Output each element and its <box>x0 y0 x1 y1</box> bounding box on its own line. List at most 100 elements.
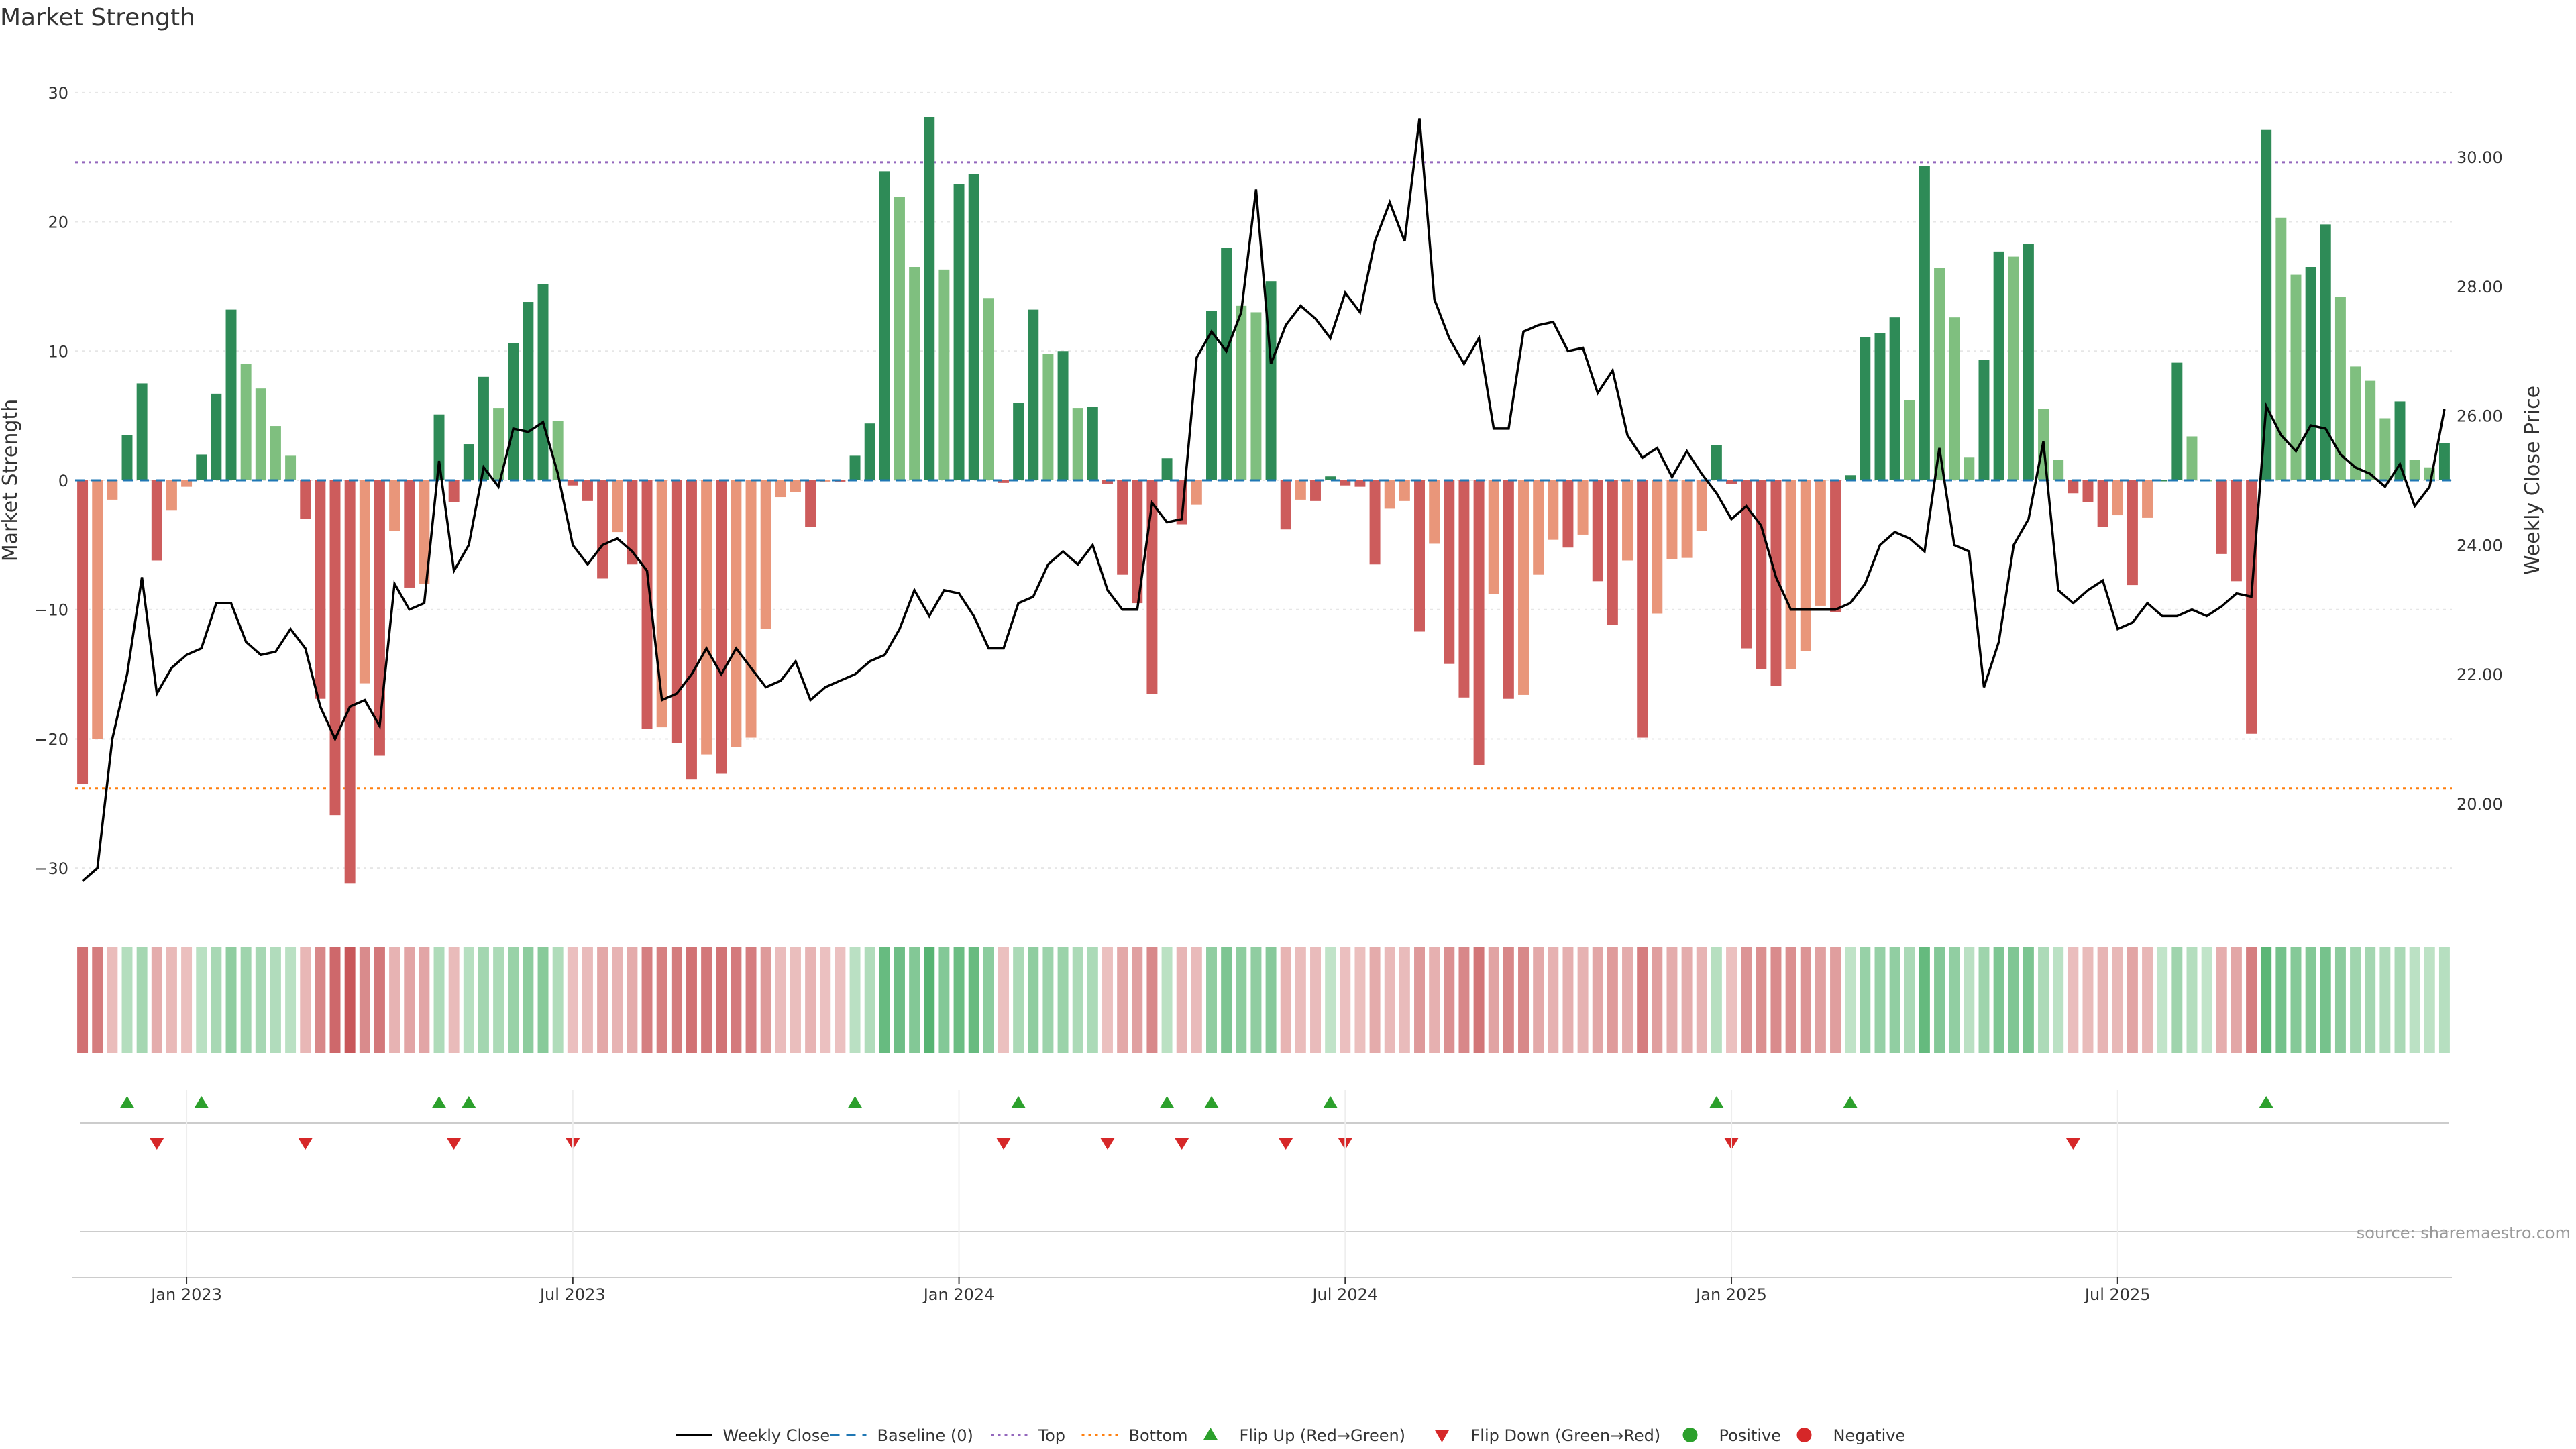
strength-bar <box>493 408 504 480</box>
heat-cell <box>1191 947 1202 1053</box>
strength-bar <box>2394 401 2406 480</box>
strength-bar <box>2157 480 2168 482</box>
strength-bar <box>1414 480 1425 632</box>
heat-cell <box>315 947 326 1053</box>
heat-cell <box>1354 947 1366 1053</box>
heat-cell <box>1800 947 1811 1053</box>
strength-bar <box>1161 458 1173 480</box>
strength-bar <box>1696 480 1707 531</box>
strength-bar <box>1117 480 1128 575</box>
heat-cell <box>597 947 608 1053</box>
y2-tick-label: 24.00 <box>2457 536 2503 555</box>
strength-bar <box>1057 351 1069 480</box>
heat-cell <box>225 947 237 1053</box>
heat-cell <box>686 947 697 1053</box>
strength-bar <box>1325 476 1336 480</box>
flip-up-marker <box>1709 1096 1724 1108</box>
strength-bar <box>389 480 400 531</box>
heat-cell <box>879 947 890 1053</box>
strength-bar <box>1993 251 2004 480</box>
heat-cell <box>627 947 638 1053</box>
legend-swatch-triangle-up <box>1203 1428 1218 1440</box>
heat-cell <box>404 947 415 1053</box>
heat-cell <box>2365 947 2376 1053</box>
heat-cell <box>2068 947 2079 1053</box>
legend-label: Bottom <box>1129 1426 1188 1445</box>
strength-bar <box>107 480 118 500</box>
heat-cell <box>2142 947 2153 1053</box>
strength-bar <box>1384 480 1395 509</box>
strength-bar <box>805 480 816 527</box>
heat-cell <box>419 947 430 1053</box>
heat-cell <box>2082 947 2094 1053</box>
heat-cell <box>745 947 757 1053</box>
strength-bar <box>211 393 222 480</box>
heat-cell <box>790 947 801 1053</box>
flip-up-marker <box>1159 1096 1175 1108</box>
x-axis-ticks: Jan 2023 Jul 2023 Jan 2024 Jul 2024 Jan 2025… <box>150 1090 2151 1304</box>
strength-heat-strip <box>77 947 2450 1053</box>
heat-cell <box>1756 947 1767 1053</box>
strength-bar <box>1756 480 1767 669</box>
strength-bar <box>1964 457 1975 480</box>
strength-bar <box>1250 312 1262 480</box>
strength-bar <box>1533 480 1544 575</box>
strength-bar <box>953 184 965 480</box>
legend-label: Positive <box>1719 1426 1782 1445</box>
strength-bar <box>2379 418 2391 480</box>
heat-cell <box>835 947 846 1053</box>
heat-cell <box>300 947 311 1053</box>
legend-item: Bottom <box>1081 1426 1188 1445</box>
strength-bar <box>671 480 682 743</box>
heat-cell <box>716 947 727 1053</box>
strength-bar <box>2008 256 2019 480</box>
strength-bar <box>612 480 623 533</box>
strength-bar <box>864 423 875 480</box>
heat-cell <box>1815 947 1826 1053</box>
x-tick-label: Jul 2023 <box>539 1285 606 1304</box>
legend-item: Top <box>991 1426 1065 1445</box>
y2-axis-label: Weekly Close Price <box>2521 386 2544 575</box>
heat-cell <box>1964 947 1975 1053</box>
heat-cell <box>1993 947 2004 1053</box>
strength-bar <box>983 298 994 480</box>
heat-cell <box>2008 947 2019 1053</box>
heat-cell <box>1696 947 1707 1053</box>
heat-cell <box>344 947 356 1053</box>
strength-bar <box>2305 267 2316 480</box>
strength-bar <box>2334 297 2346 480</box>
heat-cell <box>968 947 979 1053</box>
strength-bar <box>1711 445 1722 480</box>
strength-bar <box>1503 480 1514 699</box>
strength-bar <box>567 480 578 486</box>
strength-bar <box>820 480 831 482</box>
heat-cell <box>1369 947 1381 1053</box>
strength-bar <box>2053 460 2064 480</box>
strength-bar <box>2186 436 2198 480</box>
strength-bar <box>92 480 103 739</box>
flip-down-marker <box>1278 1138 1293 1150</box>
strength-bar <box>2231 480 2242 582</box>
y-tick-label: 30 <box>48 84 68 103</box>
strength-bar <box>998 480 1009 483</box>
strength-bar <box>1741 480 1752 649</box>
heat-cell <box>567 947 578 1053</box>
strength-bar <box>686 480 697 780</box>
strength-bar <box>1830 480 1841 612</box>
heat-cell <box>1934 947 1945 1053</box>
heat-cell <box>1785 947 1796 1053</box>
x-tick-label: Jan 2024 <box>922 1285 995 1304</box>
legend-item: Weekly Close <box>676 1426 830 1445</box>
strength-bar <box>1042 354 1054 480</box>
strength-bar <box>121 435 133 480</box>
heat-cell <box>909 947 920 1053</box>
y-axis-label: Market Strength <box>0 399 22 561</box>
y2-axis-ticks: 30.00 28.00 26.00 24.00 22.00 20.00 <box>2457 148 2503 814</box>
heat-cell <box>2201 947 2212 1053</box>
heat-cell <box>1978 947 1990 1053</box>
heat-cell <box>2275 947 2287 1053</box>
strength-bar <box>315 480 326 699</box>
strength-bar <box>1874 333 1886 480</box>
x-tick-label: Jul 2025 <box>2084 1285 2151 1304</box>
strength-bar <box>285 455 297 480</box>
